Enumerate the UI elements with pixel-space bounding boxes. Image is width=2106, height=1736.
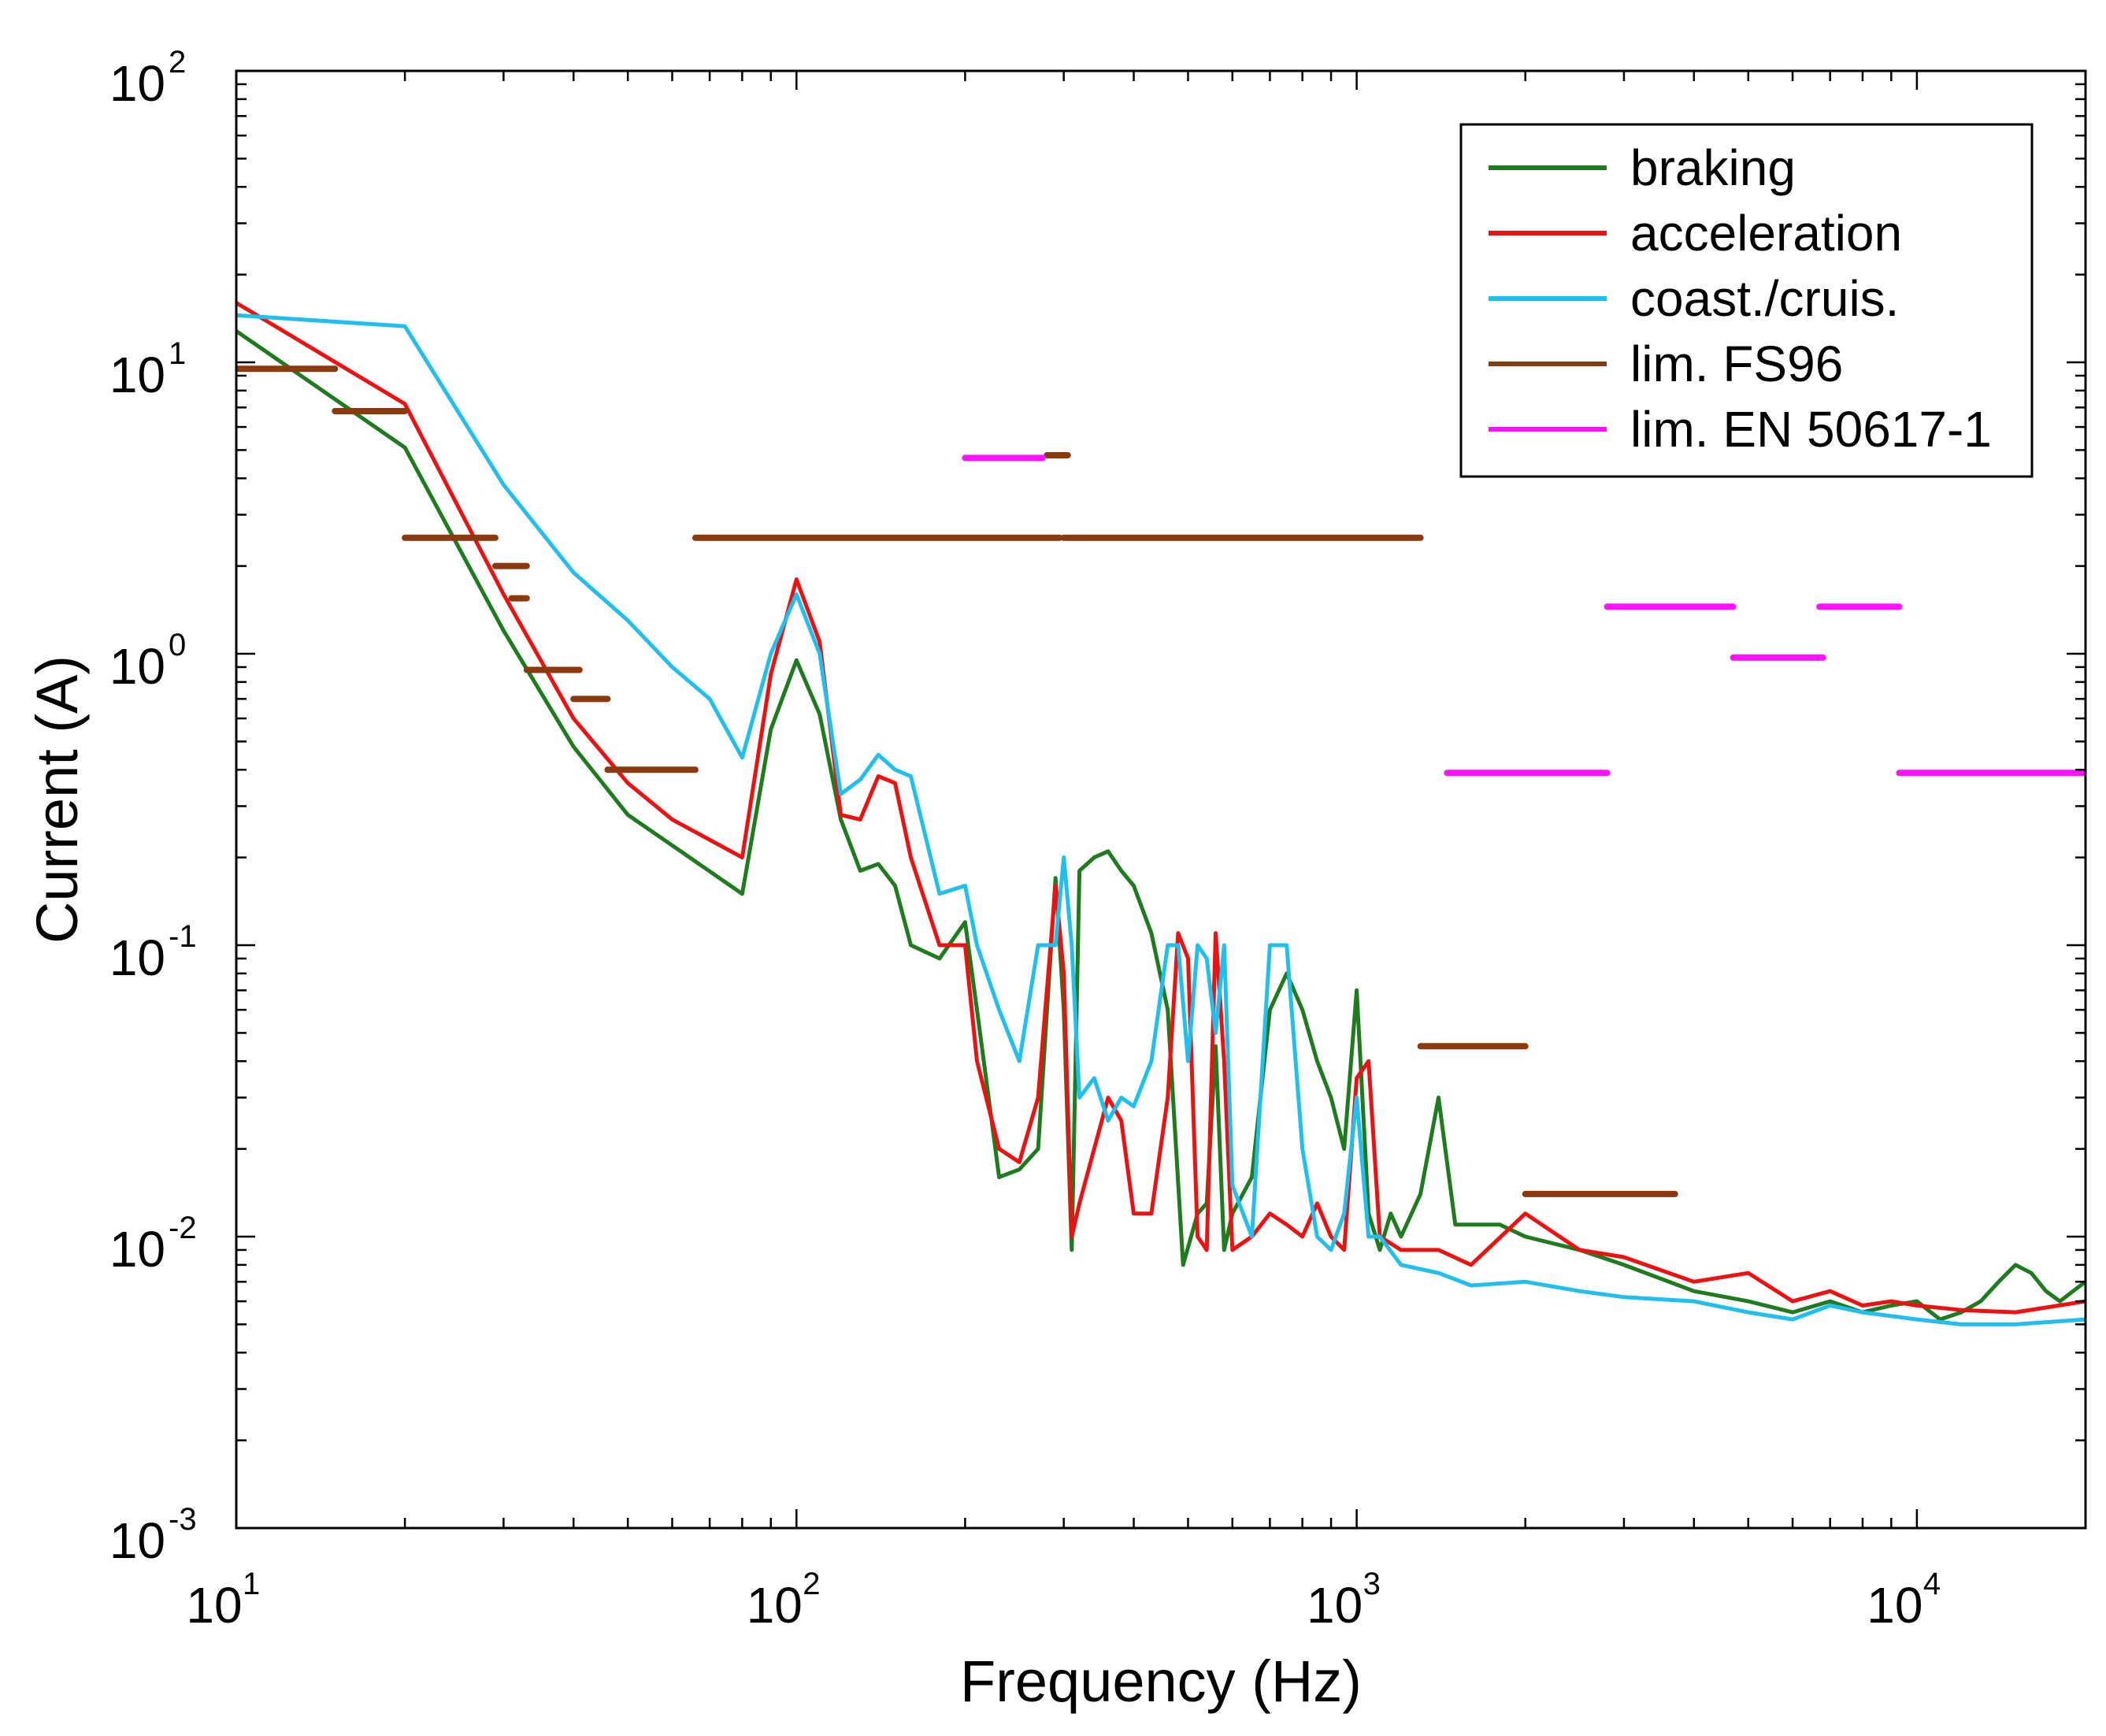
plot-frame [235,69,2087,1530]
svg-text:10: 10 [109,55,165,112]
x-tick-label: 10 2 [747,1567,821,1634]
x-tick-label: 10 4 [1867,1567,1941,1634]
legend-label: acceleration [1630,205,1902,262]
series-line-coast-cruis [236,313,2086,1326]
svg-text:2: 2 [169,45,186,80]
legend-label: braking [1630,139,1796,196]
legend-entry: acceleration [1489,205,1902,262]
y-tick-label: 10 -3 [109,1502,197,1569]
svg-text:10: 10 [109,347,165,403]
svg-text:-1: -1 [169,919,197,954]
y-tick-label: 10 2 [109,45,186,112]
svg-text:0: 0 [169,628,186,662]
x-axis-label: Frequency (Hz) [960,1649,1362,1714]
y-tick-label: 10 0 [109,628,186,695]
svg-text:10: 10 [1867,1577,1922,1634]
svg-text:3: 3 [1363,1567,1381,1601]
y-tick-label: 10 -2 [109,1211,197,1278]
legend-entry: braking [1489,139,1796,196]
svg-text:10: 10 [109,929,165,986]
legend-entry: lim. EN 50617-1 [1489,401,1992,458]
svg-text:10: 10 [109,1512,165,1569]
x-tick-label: 10 3 [1307,1567,1381,1634]
legend-label: coast./cruis. [1630,270,1899,327]
svg-text:2: 2 [803,1567,820,1601]
svg-text:10: 10 [109,638,165,695]
svg-text:10: 10 [186,1577,242,1634]
y-axis-label: Current (A) [24,655,90,944]
plot-area [235,69,2087,1530]
legend-entry: coast./cruis. [1489,270,1899,327]
legend-label: lim. FS96 [1630,336,1843,392]
y-tick-label: 10 1 [109,336,186,403]
svg-text:-2: -2 [169,1211,197,1245]
svg-text:1: 1 [243,1567,260,1601]
legend: braking acceleration coast./cruis. lim. FS9… [1459,123,2034,478]
svg-text:1: 1 [169,336,186,371]
x-tick-label: 10 1 [186,1567,260,1634]
svg-text:4: 4 [1923,1567,1941,1601]
legend-label: lim. EN 50617-1 [1630,401,1992,458]
legend-entry: lim. FS96 [1489,336,1843,392]
svg-text:10: 10 [747,1577,803,1634]
series-line-acceleration [236,301,2086,1315]
y-tick-label: 10 -1 [109,919,197,986]
svg-text:10: 10 [1307,1577,1363,1634]
svg-text:-3: -3 [169,1502,197,1537]
svg-text:10: 10 [109,1221,165,1278]
